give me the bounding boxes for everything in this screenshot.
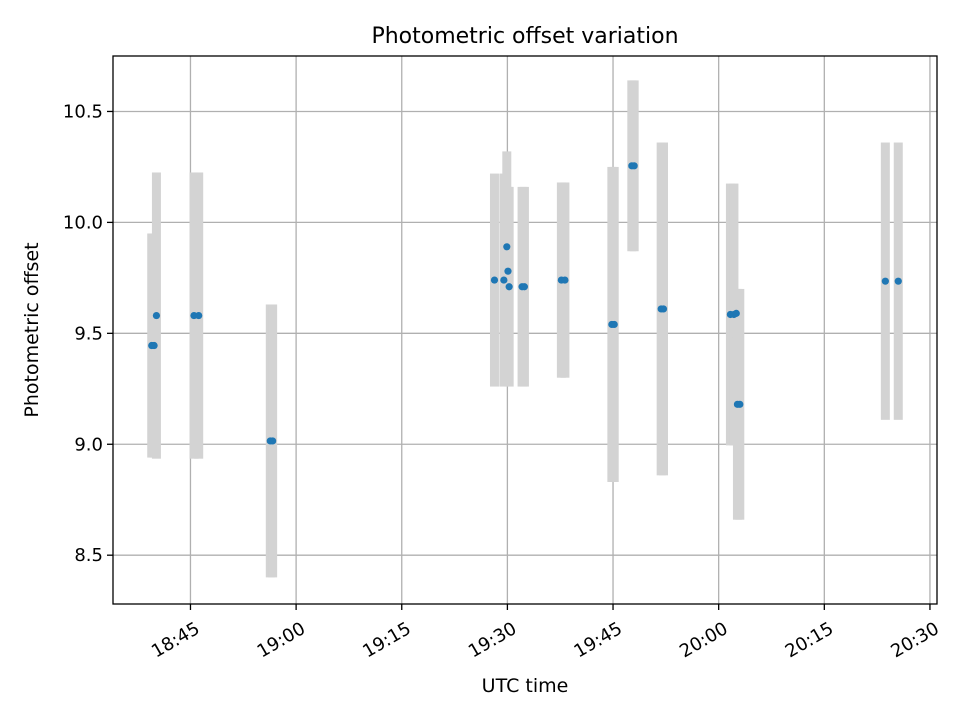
chart-title: Photometric offset variation — [371, 24, 678, 49]
data-point — [520, 283, 529, 291]
data-point — [150, 341, 158, 350]
data-point — [659, 305, 668, 313]
data-point — [504, 267, 512, 275]
y-tick-label: 9.0 — [74, 434, 103, 455]
data-point — [490, 276, 499, 284]
x-axis-label: UTC time — [482, 675, 569, 697]
y-tick-label: 9.5 — [74, 323, 103, 344]
data-points — [148, 162, 902, 445]
data-point — [881, 277, 889, 285]
data-point — [269, 437, 277, 445]
data-point — [195, 311, 203, 320]
plot-frame — [112, 55, 938, 605]
y-tick-label: 10.0 — [63, 212, 103, 233]
data-point — [561, 276, 569, 284]
y-tick-label: 10.5 — [63, 101, 103, 122]
data-point — [736, 400, 744, 408]
data-point — [500, 276, 508, 284]
data-point — [732, 309, 740, 317]
data-point — [505, 283, 513, 291]
data-point — [630, 162, 638, 170]
data-point — [894, 277, 902, 285]
data-point — [503, 243, 511, 251]
data-point — [610, 320, 618, 329]
y-axis-label: Photometric offset — [21, 242, 43, 417]
y-axis-ticks: 8.5 9.0 9.5 10.0 10.5 — [63, 101, 113, 566]
y-tick-label: 8.5 — [74, 545, 103, 566]
data-point — [152, 311, 161, 320]
